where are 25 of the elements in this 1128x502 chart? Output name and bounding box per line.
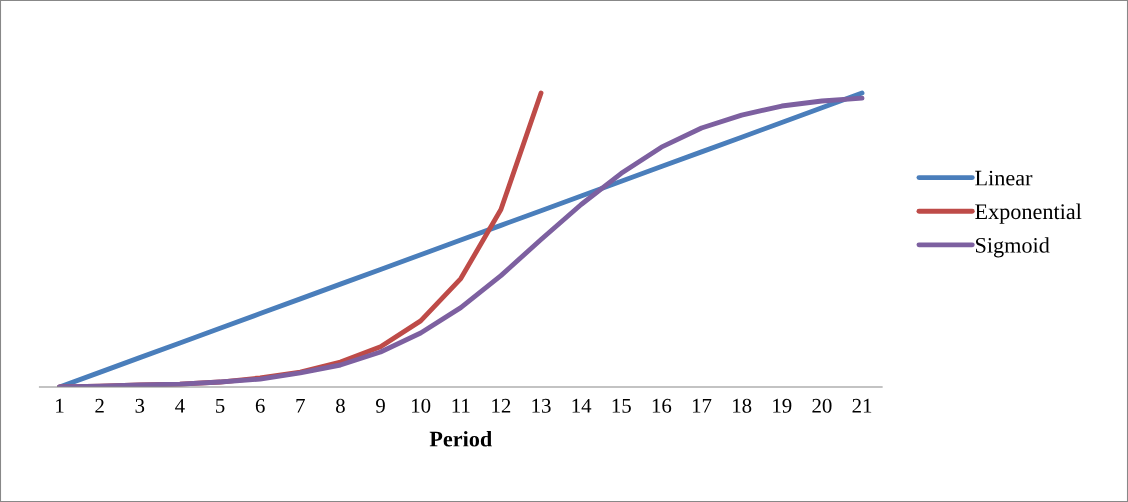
x-tick-label: 3	[135, 398, 145, 413]
legend-label: Linear	[975, 170, 1033, 186]
legend-label: Exponential	[975, 203, 1082, 224]
x-axis-title: Period	[429, 430, 493, 447]
x-tick-label: 12	[492, 398, 511, 413]
legend-label: Sigmoid	[975, 237, 1050, 258]
x-tick-label: 5	[216, 398, 225, 413]
x-tick-label: 13	[532, 398, 551, 413]
x-tick-label: 9	[376, 398, 385, 413]
x-tick-label: 7	[296, 398, 305, 413]
x-tick-label: 6	[255, 398, 265, 413]
x-tick-label: 2	[95, 398, 104, 413]
x-tick-label: 1	[56, 398, 64, 413]
x-tick-label: 18	[733, 398, 752, 413]
x-tick-label: 10	[412, 398, 431, 413]
x-tick-label: 21	[852, 398, 872, 413]
x-tick-label: 20	[812, 398, 832, 413]
x-tick-label: 16	[652, 398, 672, 413]
x-tick-label: 11	[452, 398, 470, 413]
x-tick-label: 14	[572, 398, 592, 413]
x-tick-label: 4	[175, 398, 185, 413]
x-tick-label: 8	[336, 398, 345, 413]
x-tick-label: 15	[612, 398, 631, 413]
x-tick-label: 17	[692, 398, 712, 413]
x-tick-label: 19	[773, 398, 792, 413]
